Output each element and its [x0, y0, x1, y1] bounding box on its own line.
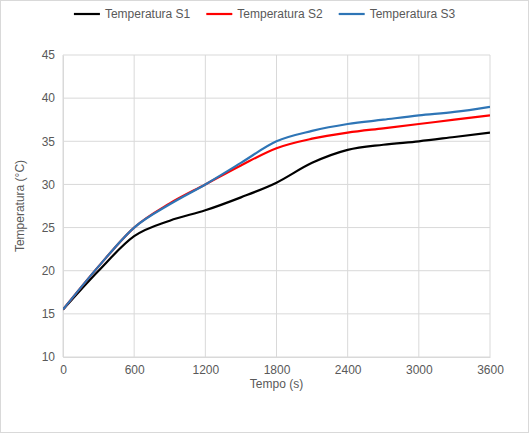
- x-tick-label: 1200: [192, 363, 219, 377]
- series-line: [63, 107, 490, 310]
- x-tick: 1800: [264, 357, 291, 377]
- y-axis-line: [63, 56, 64, 358]
- grid-line-x: [418, 55, 419, 357]
- x-tick-label: 3000: [406, 363, 433, 377]
- legend-swatch: [339, 13, 365, 15]
- x-tick-label: 2400: [335, 363, 362, 377]
- grid-line-x: [134, 55, 135, 357]
- x-tick-label: 3600: [477, 363, 504, 377]
- legend-label: Temperatura S2: [237, 7, 323, 21]
- x-tick: 3000: [406, 357, 433, 377]
- y-tick-label: 25: [42, 221, 56, 235]
- chart: 0 600 1200 1800 2400 3000 3600 10 15 20 25 30 35 40 45…: [0, 0, 529, 433]
- x-tick: 1200: [192, 357, 219, 377]
- grid-line-x: [205, 55, 206, 357]
- legend-item: Temperatura S2: [206, 7, 323, 21]
- y-tick: 25: [42, 221, 63, 235]
- grid: [63, 55, 490, 357]
- y-tick-label: 10: [42, 350, 56, 364]
- y-axis: 10 15 20 25 30 35 40 45: [42, 48, 64, 364]
- x-axis: 0 600 1200 1800 2400 3000 3600: [60, 357, 504, 377]
- x-tick: 0: [60, 357, 67, 377]
- series-line: [63, 133, 490, 310]
- y-tick-label: 45: [42, 48, 56, 62]
- y-tick-label: 20: [42, 264, 56, 278]
- legend-item: Temperatura S1: [74, 7, 191, 21]
- x-axis-line: [64, 357, 491, 358]
- y-tick: 15: [42, 307, 63, 321]
- grid-line-x: [347, 55, 348, 357]
- grid-line-x: [490, 55, 491, 357]
- legend: Temperatura S1 Temperatura S2 Temperatura …: [74, 7, 455, 21]
- legend-item: Temperatura S3: [339, 7, 456, 21]
- x-tick: 2400: [335, 357, 362, 377]
- y-tick: 10: [42, 350, 63, 364]
- y-tick: 40: [42, 91, 63, 105]
- y-tick-label: 15: [42, 307, 56, 321]
- x-tick-label: 0: [60, 363, 67, 377]
- y-tick: 35: [42, 135, 63, 149]
- x-tick-label: 1800: [264, 363, 291, 377]
- plot-area: [63, 107, 490, 310]
- y-tick: 30: [42, 178, 63, 192]
- grid-line-x: [276, 55, 277, 357]
- y-tick: 45: [42, 48, 63, 62]
- series-line: [63, 115, 490, 309]
- y-tick: 20: [42, 264, 63, 278]
- legend-label: Temperatura S1: [105, 7, 191, 21]
- legend-swatch: [206, 13, 232, 15]
- legend-swatch: [74, 13, 100, 15]
- chart-frame: [1, 1, 529, 433]
- legend-label: Temperatura S3: [370, 7, 456, 21]
- y-axis-title: Temperatura (°C): [13, 160, 27, 252]
- y-tick-label: 40: [42, 91, 56, 105]
- x-tick-label: 600: [125, 363, 145, 377]
- x-axis-title: Tempo (s): [250, 377, 303, 391]
- y-tick-label: 35: [42, 135, 56, 149]
- grid-line-x: [63, 55, 64, 357]
- y-tick-label: 30: [42, 178, 56, 192]
- x-tick: 600: [125, 357, 145, 377]
- x-tick: 3600: [477, 357, 504, 377]
